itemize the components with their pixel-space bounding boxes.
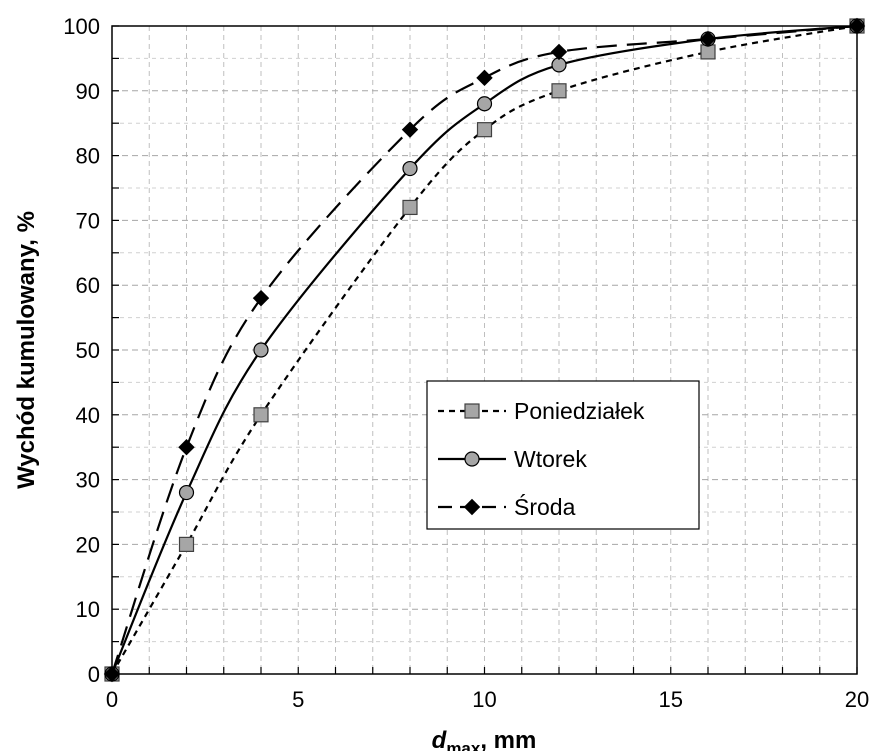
data-point (252, 289, 270, 307)
y-axis-title: Wychód kumulowany, % (13, 211, 40, 489)
legend: Poniedziałek Wtorek Środa (426, 380, 700, 530)
y-tick-label: 50 (76, 338, 100, 363)
ticks (111, 25, 858, 675)
y-tick-label: 90 (76, 79, 100, 104)
legend-label: Środa (514, 493, 576, 520)
x-tick-label: 20 (845, 687, 869, 712)
x-axis-title-subscript: max (446, 739, 481, 751)
series-layer (103, 17, 866, 683)
data-point (402, 199, 418, 216)
y-tick-label: 20 (76, 532, 100, 557)
data-point (253, 342, 269, 358)
y-tick-label: 40 (76, 403, 100, 428)
series-2 (103, 17, 866, 683)
data-point (550, 43, 568, 61)
y-tick-label: 100 (63, 14, 100, 39)
x-tick-label: 0 (106, 687, 118, 712)
data-point (178, 438, 195, 456)
x-tick-label: 10 (472, 687, 496, 712)
legend-label: Wtorek (514, 446, 587, 472)
y-tick-label: 60 (76, 273, 100, 298)
x-tick-label: 15 (659, 687, 683, 712)
data-point (253, 407, 269, 423)
x-axis-title-main: d (432, 727, 448, 751)
data-point (476, 96, 493, 112)
y-tick-label: 0 (88, 662, 100, 687)
data-point (551, 83, 567, 99)
tick-labels: 0 5 10 15 20 0 10 20 30 40 50 60 70 80 90 100 (63, 14, 869, 712)
x-axis-title-unit: , mm (480, 727, 536, 751)
x-axis-title: dmax, mm (432, 727, 537, 751)
data-point (178, 484, 195, 501)
data-point (178, 536, 195, 553)
x-tick-label: 5 (292, 687, 304, 712)
legend-marker (464, 451, 480, 467)
y-tick-label: 70 (76, 208, 100, 233)
legend-marker (464, 403, 480, 419)
grid (112, 26, 857, 674)
data-point (476, 69, 493, 87)
data-point (401, 121, 419, 138)
data-point (402, 160, 418, 177)
legend-marker (463, 498, 481, 516)
y-tick-label: 30 (76, 468, 100, 493)
y-tick-label: 10 (76, 597, 100, 622)
y-tick-label: 80 (76, 144, 100, 169)
data-point (699, 30, 717, 48)
legend-label: Poniedziałek (514, 398, 645, 424)
data-point (476, 122, 493, 138)
